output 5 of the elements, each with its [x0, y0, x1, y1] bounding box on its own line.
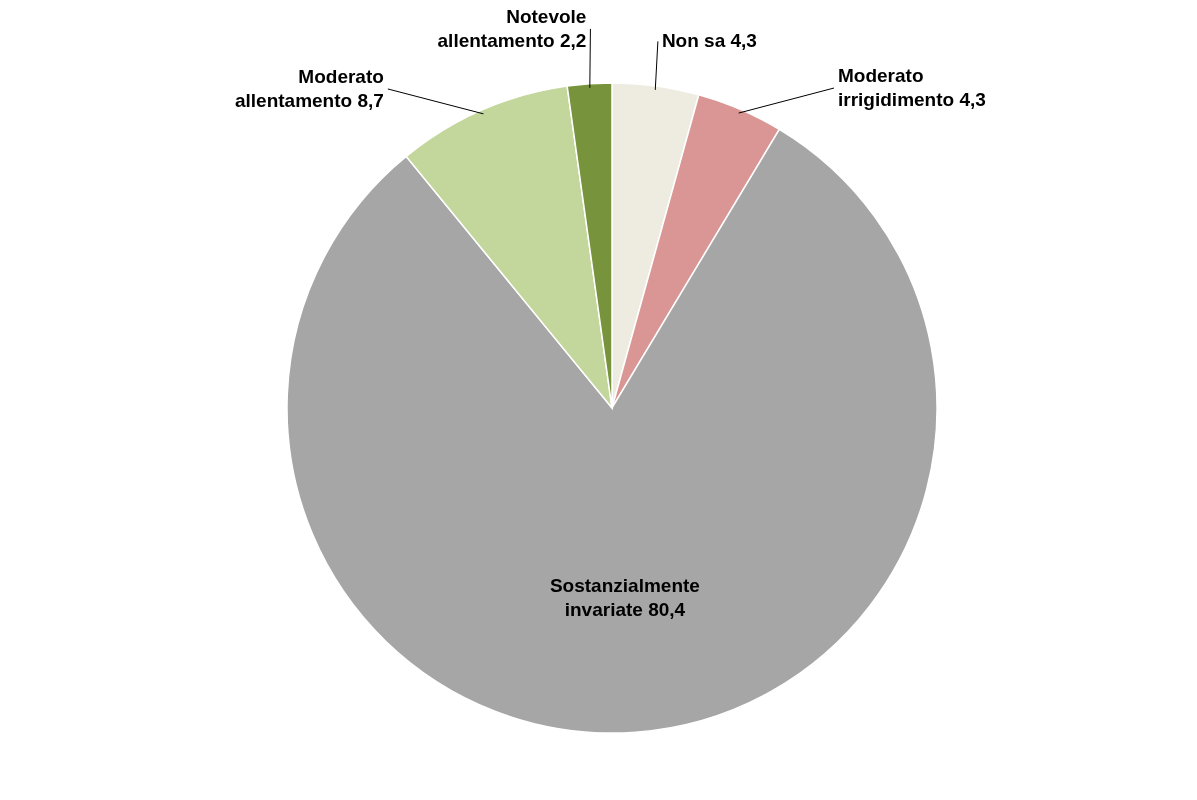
slice-label: Moderato allentamento 8,7 [234, 65, 384, 111]
slice-label: Sostanzialmente invariate 80,4 [549, 575, 700, 621]
slice-label: Non sa 4,3 [661, 30, 757, 52]
slice-label: Moderato irrigidimento 4,3 [838, 65, 986, 111]
slice-label: Notevole allentamento 2,2 [437, 5, 587, 51]
